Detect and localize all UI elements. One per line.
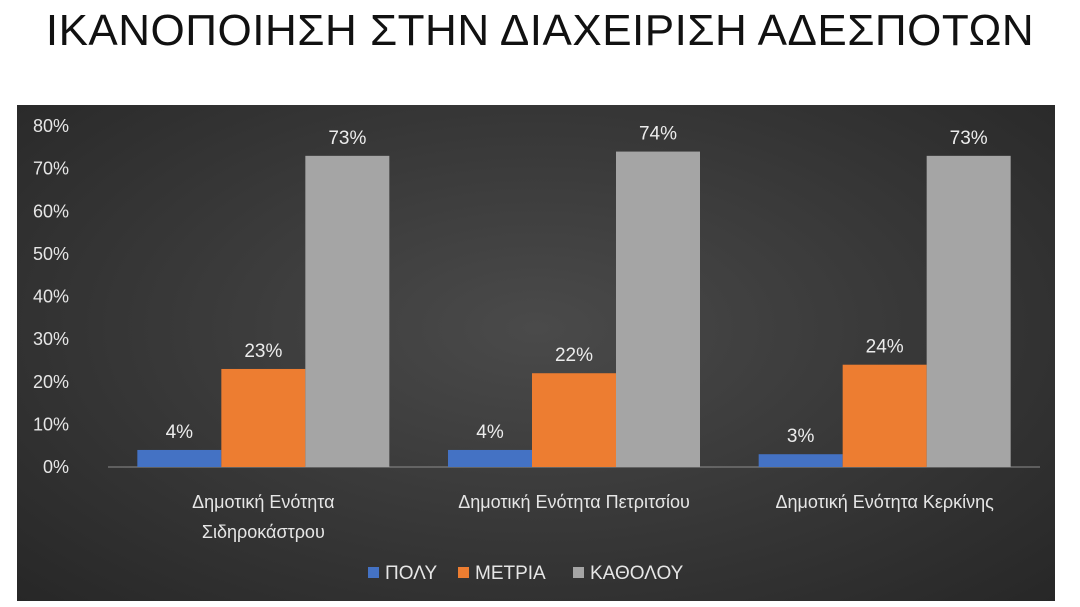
legend-swatch: [458, 567, 469, 578]
data-label: 73%: [328, 128, 366, 149]
legend-entry: ΚΑΘΟΛΟΥ: [590, 563, 684, 584]
bar: [532, 373, 616, 467]
x-tick-label: Δημοτική Ενότητα Κερκίνης: [775, 492, 994, 512]
data-label: 3%: [787, 426, 815, 447]
y-tick-label: 40%: [33, 287, 69, 307]
legend-swatch: [573, 567, 584, 578]
x-tick-label: Δημοτική Ενότητα: [192, 492, 334, 512]
y-tick-label: 60%: [33, 201, 69, 221]
bar-chart: 0% 10% 20% 30% 40% 50% 60% 70% 80% 4% 23% 73% Δημοτι…: [33, 116, 1040, 584]
data-label: 24%: [866, 337, 904, 358]
y-tick-label: 80%: [33, 116, 69, 136]
bar: [137, 449, 222, 467]
data-label: 23%: [244, 341, 282, 362]
y-tick-label: 10%: [33, 414, 69, 434]
data-label: 73%: [950, 128, 988, 149]
legend-swatch: [368, 567, 379, 578]
bar: [926, 155, 1011, 467]
bar: [616, 151, 700, 467]
y-tick-label: 50%: [33, 244, 69, 264]
bar: [842, 364, 927, 467]
data-label: 4%: [166, 422, 194, 443]
chart-panel: 0% 10% 20% 30% 40% 50% 60% 70% 80% 4% 23% 73% Δημοτι…: [17, 105, 1055, 601]
legend-entry: ΜΕΤΡΙΑ: [475, 563, 546, 584]
data-label: 4%: [476, 422, 504, 443]
legend-entry: ΠΟΛΥ: [385, 563, 437, 584]
y-tick-label: 20%: [33, 372, 69, 392]
y-tick-label: 0%: [43, 457, 69, 477]
bar: [305, 155, 390, 467]
x-tick-label: Δημοτική Ενότητα Πετριτσίου: [458, 492, 690, 512]
y-tick-label: 70%: [33, 159, 69, 179]
page-title: ΙΚΑΝΟΠΟΙΗΣΗ ΣΤΗΝ ΔΙΑΧΕΙΡΙΣΗ ΑΔΕΣΠΟΤΩΝ: [45, 6, 1035, 55]
bar: [448, 449, 532, 467]
data-label: 74%: [639, 124, 677, 145]
data-label: 22%: [555, 345, 593, 366]
bar: [758, 454, 843, 467]
bar: [221, 368, 306, 467]
y-tick-label: 30%: [33, 329, 69, 349]
x-tick-label: Σιδηροκάστρου: [202, 522, 325, 542]
